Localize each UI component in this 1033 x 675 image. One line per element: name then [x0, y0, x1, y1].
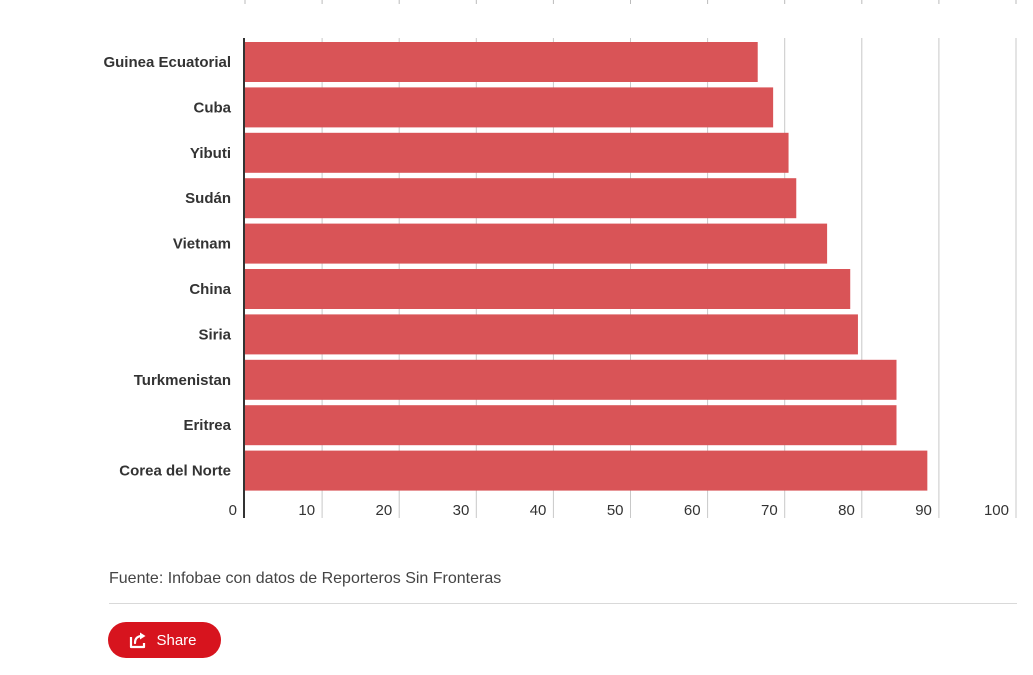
bar-7 — [245, 359, 897, 400]
bar-2 — [245, 132, 789, 173]
category-label-8: Eritrea — [183, 417, 231, 434]
tick-label-40: 40 — [530, 502, 547, 519]
tick-label-70: 70 — [761, 502, 778, 519]
category-label-6: Siria — [198, 326, 231, 343]
x-axis-tick-labels: 0 10 20 30 40 50 60 70 80 90 100 — [229, 502, 1009, 519]
divider — [109, 603, 1017, 604]
bar-5 — [245, 269, 851, 309]
tick-label-30: 30 — [453, 502, 470, 519]
tick-label-20: 20 — [376, 502, 393, 519]
category-label-1: Cuba — [194, 99, 232, 116]
bar-6 — [245, 314, 858, 355]
tick-label-90: 90 — [915, 502, 932, 519]
category-labels: Guinea Ecuatorial Cuba Yibuti Sudán Vietnam C… — [103, 54, 231, 480]
bar-0 — [245, 42, 758, 82]
category-label-7: Turkmenistan — [134, 372, 231, 389]
top-axis-ticks — [244, 0, 1017, 4]
category-label-3: Sudán — [185, 190, 231, 207]
bar-1 — [245, 87, 774, 128]
category-label-4: Vietnam — [173, 236, 231, 253]
category-label-0: Guinea Ecuatorial — [103, 54, 231, 71]
category-label-5: China — [189, 281, 231, 298]
bar-3 — [245, 178, 797, 219]
category-label-9: Corea del Norte — [119, 463, 231, 480]
tick-label-0: 0 — [229, 502, 237, 519]
tick-label-60: 60 — [684, 502, 701, 519]
share-button[interactable]: Share — [108, 622, 221, 658]
bar-chart: Guinea Ecuatorial Cuba Yibuti Sudán Vietnam C… — [103, 0, 1017, 519]
tick-label-10: 10 — [298, 502, 315, 519]
tick-label-100: 100 — [984, 502, 1009, 519]
bar-8 — [245, 405, 897, 446]
share-icon — [128, 631, 148, 649]
bars — [245, 42, 928, 491]
bar-4 — [245, 223, 828, 264]
source-note: Fuente: Infobae con datos de Reporteros … — [109, 570, 502, 587]
bar-9 — [245, 450, 928, 491]
tick-label-80: 80 — [838, 502, 855, 519]
share-label: Share — [156, 631, 197, 649]
tick-label-50: 50 — [607, 502, 624, 519]
category-label-2: Yibuti — [190, 145, 231, 162]
